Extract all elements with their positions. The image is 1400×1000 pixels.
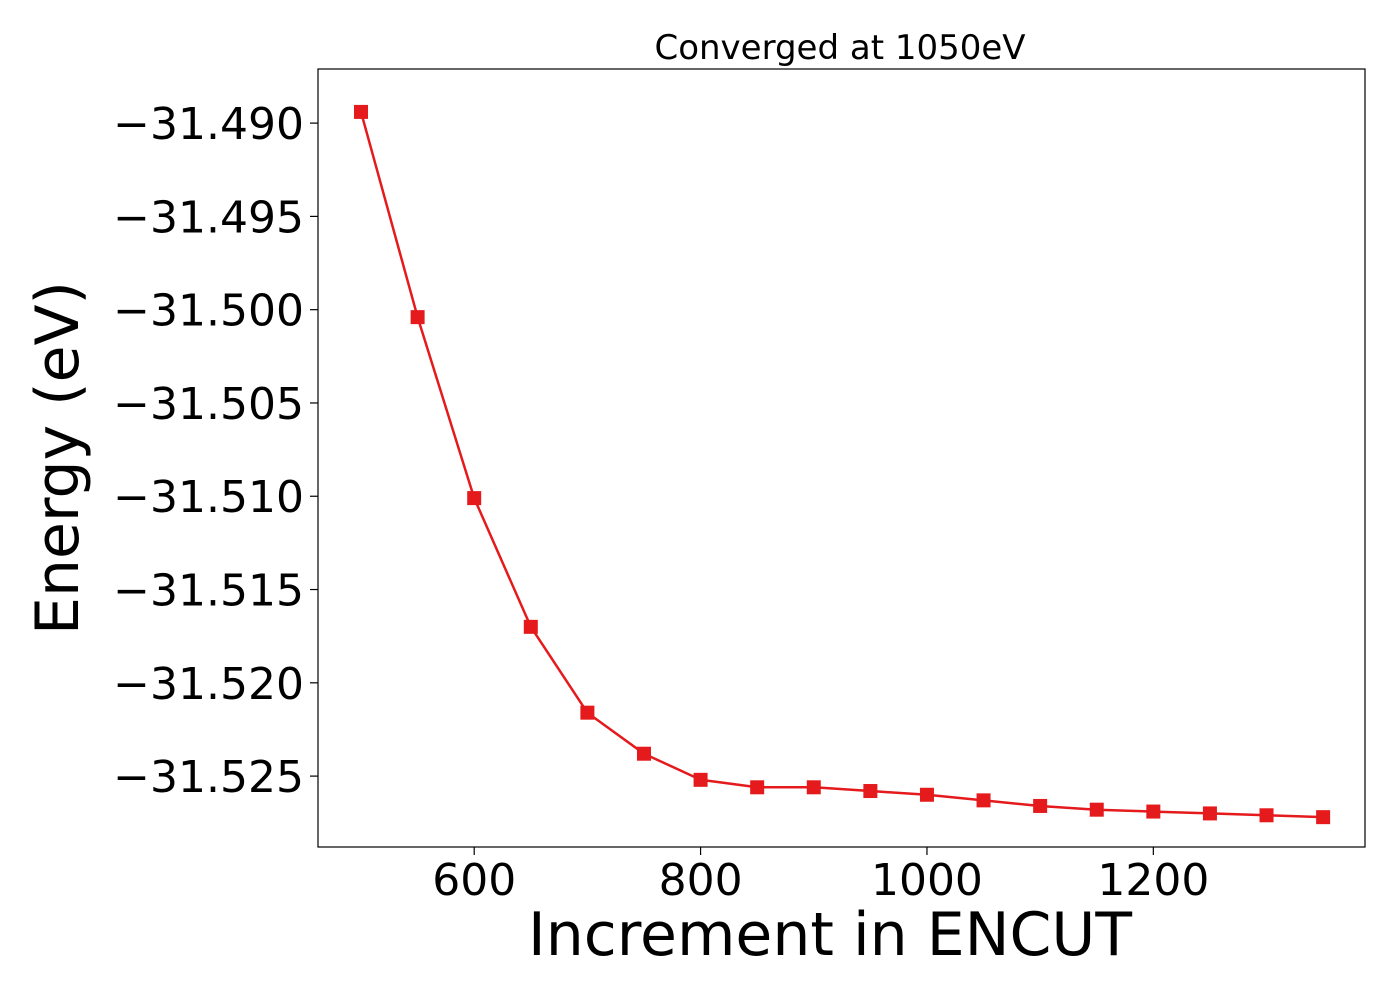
data-point-marker [354, 104, 369, 119]
data-point-marker [919, 787, 934, 802]
data-point-marker [410, 310, 425, 325]
data-point-marker [863, 784, 878, 799]
y-tick-label: −31.510 [113, 472, 304, 523]
y-axis-ticks: −31.490 −31.495 −31.500 −31.505 −31.510 −31.5… [113, 99, 318, 803]
data-point-marker [1202, 806, 1217, 821]
plot-frame [317, 68, 1366, 848]
data-point-marker [580, 705, 595, 720]
data-point-marker [523, 619, 538, 634]
y-axis-label: Energy (eV) [23, 281, 93, 635]
x-tick-label: 800 [659, 855, 743, 906]
x-tick-label: 1200 [1097, 855, 1209, 906]
y-tick-label: −31.515 [113, 566, 304, 617]
chart-title: Converged at 1050eV [654, 28, 1025, 68]
x-tick-label: 600 [432, 855, 516, 906]
y-tick-label: −31.495 [113, 192, 304, 243]
x-axis-label: Increment in ENCUT [528, 900, 1132, 970]
series-line [359, 111, 1324, 819]
y-tick-label: −31.490 [113, 99, 304, 150]
data-point-marker [636, 746, 651, 761]
data-point-marker [1146, 804, 1161, 819]
y-tick-label: −31.525 [113, 752, 304, 803]
data-point-marker [750, 780, 765, 795]
data-point-marker [467, 491, 482, 506]
y-tick-label: −31.500 [113, 286, 304, 337]
series-layer [354, 104, 1331, 825]
data-point-marker [1033, 798, 1048, 813]
data-point-marker [976, 793, 991, 808]
x-axis-ticks: 600 800 1000 1200 [432, 847, 1209, 906]
data-point-marker [1089, 802, 1104, 817]
x-tick-label: 1000 [871, 855, 983, 906]
data-point-marker [1316, 810, 1331, 825]
y-tick-label: −31.505 [113, 379, 304, 430]
data-point-marker [693, 772, 708, 787]
y-tick-label: −31.520 [113, 659, 304, 710]
data-point-marker [806, 780, 821, 795]
data-point-marker [1259, 808, 1274, 823]
